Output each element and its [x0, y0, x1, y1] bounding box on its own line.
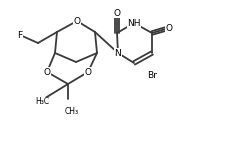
- Text: O: O: [165, 24, 172, 32]
- Text: N: N: [114, 49, 121, 58]
- Text: O: O: [43, 67, 50, 76]
- Text: F: F: [17, 30, 22, 39]
- Text: CH₃: CH₃: [65, 108, 79, 116]
- Text: O: O: [84, 67, 91, 76]
- Text: CH3: CH3: [64, 108, 80, 116]
- Text: H₃C: H₃C: [35, 97, 49, 106]
- Text: Br: Br: [146, 71, 156, 80]
- Text: O: O: [73, 17, 80, 26]
- Text: NH: NH: [127, 19, 140, 28]
- Text: H3C: H3C: [34, 97, 50, 106]
- Text: O: O: [113, 9, 120, 17]
